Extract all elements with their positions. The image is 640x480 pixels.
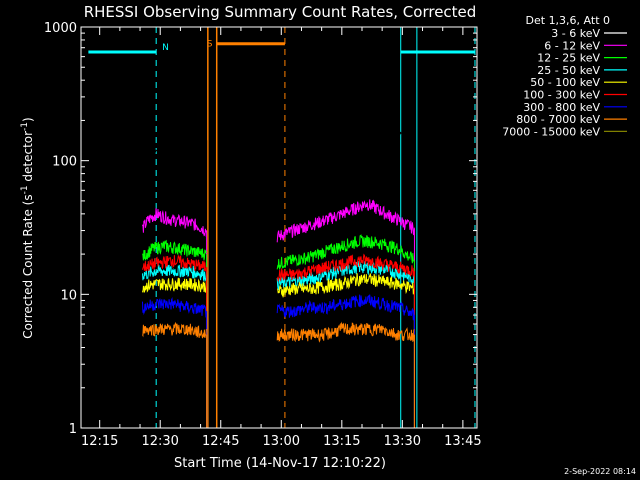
y-axis: 1 10 100 1000 <box>44 21 477 437</box>
y-axis-label-mid: detector <box>21 131 35 186</box>
series-line <box>142 208 207 237</box>
series-line <box>276 253 415 282</box>
y-tick-label: 1 <box>69 422 77 437</box>
legend-label: 7000 - 15000 keV <box>502 125 600 138</box>
series-line <box>142 263 207 283</box>
series-line <box>142 277 207 293</box>
series-line <box>142 254 207 272</box>
x-tick-label: 13:45 <box>444 434 481 449</box>
legend-label: 12 - 25 keV <box>537 52 600 65</box>
x-axis-label: Start Time (14-Nov-17 12:10:22) <box>174 456 386 471</box>
y-tick-label: 10 <box>60 288 77 303</box>
series-line <box>276 294 415 321</box>
y-axis-label-end: ) <box>21 117 35 122</box>
x-tick-label: 12:30 <box>141 434 178 449</box>
series-line <box>142 137 207 155</box>
legend-label: 300 - 800 keV <box>523 101 600 114</box>
legend-label: 50 - 100 keV <box>530 76 600 89</box>
timestamp: 2-Sep-2022 08:14 <box>564 467 636 476</box>
series-line <box>276 123 415 138</box>
legend-title: Det 1,3,6, Att 0 <box>526 14 610 27</box>
series-line <box>142 239 207 261</box>
legend-label: 100 - 300 keV <box>523 89 600 102</box>
night-label: N <box>162 43 169 53</box>
x-tick-label: 13:15 <box>323 434 360 449</box>
series-line <box>276 199 415 243</box>
x-tick-label: 12:45 <box>202 434 239 449</box>
y-axis-label-sup1: -1 <box>20 185 30 194</box>
legend-label: 25 - 50 keV <box>537 64 600 77</box>
legend-label: 800 - 7000 keV <box>516 113 600 126</box>
plot-frame <box>80 26 478 429</box>
series-line <box>277 273 415 298</box>
legend-label: 6 - 12 keV <box>544 39 600 52</box>
series-line <box>276 234 415 270</box>
x-tick-label: 13:00 <box>263 434 300 449</box>
y-axis-label-sup2: -1 <box>20 122 30 131</box>
series-line <box>142 321 207 339</box>
y-tick-label: 100 <box>52 155 77 170</box>
series-line <box>276 321 415 343</box>
saa-label: S <box>207 40 213 50</box>
chart-title: RHESSI Observing Summary Count Rates, Co… <box>84 3 477 21</box>
y-tick-label: 1000 <box>44 21 77 36</box>
x-tick-label: 12:15 <box>81 434 118 449</box>
series-line <box>142 296 207 318</box>
y-axis-label: Corrected Count Rate (s-1 detector-1) <box>20 117 35 338</box>
x-axis: 12:15 12:30 12:45 13:00 13:15 13:30 13:45 <box>81 27 482 449</box>
y-axis-label-main: Corrected Count Rate (s <box>21 194 35 338</box>
x-tick-label: 13:30 <box>384 434 421 449</box>
legend-label: 3 - 6 keV <box>551 27 600 40</box>
